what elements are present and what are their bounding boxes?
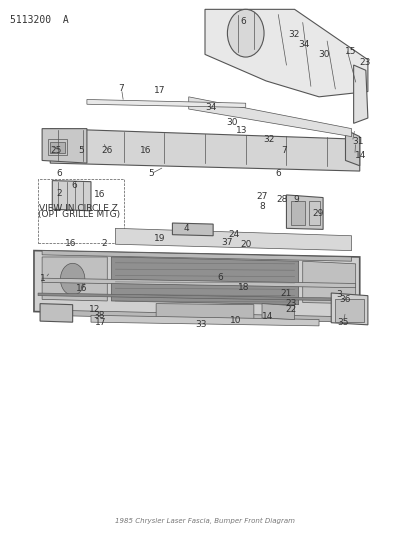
Text: 2: 2 [56,189,61,198]
Text: 1985 Chrysler Laser Fascia, Bumper Front Diagram: 1985 Chrysler Laser Fascia, Bumper Front… [115,518,294,523]
Text: 16: 16 [76,284,87,293]
Bar [50,142,64,152]
Polygon shape [38,293,355,301]
Text: 29: 29 [312,209,323,218]
Text: 27: 27 [256,192,267,201]
Text: 3: 3 [336,289,342,298]
Text: 7: 7 [118,84,124,93]
Text: 24: 24 [228,230,239,239]
Polygon shape [111,257,298,305]
Text: 16: 16 [65,239,76,248]
Text: 21: 21 [280,288,292,297]
Text: 6: 6 [56,169,61,178]
Text: VIEW IN CIRCLE Z: VIEW IN CIRCLE Z [39,204,118,213]
Text: 10: 10 [229,316,241,325]
Polygon shape [42,257,107,301]
Text: 1: 1 [40,273,45,282]
Text: 7: 7 [281,147,287,156]
Circle shape [227,10,263,57]
Text: 14: 14 [262,312,273,321]
Bar [290,201,304,225]
Polygon shape [156,304,253,319]
Text: 6: 6 [275,169,281,178]
Text: 34: 34 [297,41,308,50]
Polygon shape [115,228,351,251]
Polygon shape [34,251,359,319]
Text: 23: 23 [358,58,369,67]
Polygon shape [172,223,213,236]
Text: 32: 32 [263,135,274,144]
Bar [308,201,319,225]
Polygon shape [42,128,87,163]
Text: 13: 13 [235,126,247,135]
Text: 30: 30 [318,50,329,59]
Text: 5: 5 [148,169,154,178]
Text: 17: 17 [94,318,106,327]
Polygon shape [42,278,355,288]
Text: 38: 38 [93,311,105,320]
Text: 36: 36 [338,295,350,304]
Polygon shape [353,65,367,123]
Polygon shape [188,97,351,136]
Text: 35: 35 [337,318,348,327]
Text: 9: 9 [292,195,298,204]
Text: 30: 30 [226,118,238,127]
Text: 6: 6 [240,17,246,26]
Text: 15: 15 [344,47,356,56]
Text: 17: 17 [153,86,165,95]
Text: 16: 16 [140,147,151,156]
Text: 5113200  A: 5113200 A [9,14,68,25]
Polygon shape [345,130,359,166]
Text: 14: 14 [354,151,365,160]
Text: 2: 2 [101,239,107,248]
Text: 22: 22 [285,305,296,314]
Text: 6: 6 [217,272,222,281]
Text: 12: 12 [89,305,101,314]
Text: 5: 5 [79,147,84,156]
Text: 6: 6 [71,181,76,190]
Text: 18: 18 [237,283,249,292]
Polygon shape [42,251,351,261]
Text: 25: 25 [50,147,61,156]
Polygon shape [40,304,72,322]
Text: 37: 37 [220,238,232,247]
Polygon shape [261,304,294,319]
Text: 32: 32 [288,30,299,39]
Text: (OPT GRILLE MTG): (OPT GRILLE MTG) [38,210,119,219]
Text: 20: 20 [239,240,251,249]
Bar [335,300,363,321]
Text: 4: 4 [183,224,189,233]
Circle shape [60,263,85,295]
Text: 16: 16 [94,190,106,199]
Polygon shape [286,195,322,229]
Text: 33: 33 [195,320,206,329]
Polygon shape [302,261,355,304]
Text: 23: 23 [285,299,296,308]
Polygon shape [52,181,91,211]
Text: 34: 34 [205,103,216,112]
Text: 26: 26 [101,147,112,156]
Bar [48,139,66,155]
Polygon shape [87,100,245,108]
Text: 31: 31 [352,138,363,147]
Text: 19: 19 [153,234,165,243]
Polygon shape [204,10,367,97]
Polygon shape [91,316,318,326]
Polygon shape [42,310,351,322]
Text: 28: 28 [275,195,287,204]
Text: 8: 8 [258,202,264,211]
Polygon shape [50,128,359,171]
Polygon shape [330,293,367,325]
